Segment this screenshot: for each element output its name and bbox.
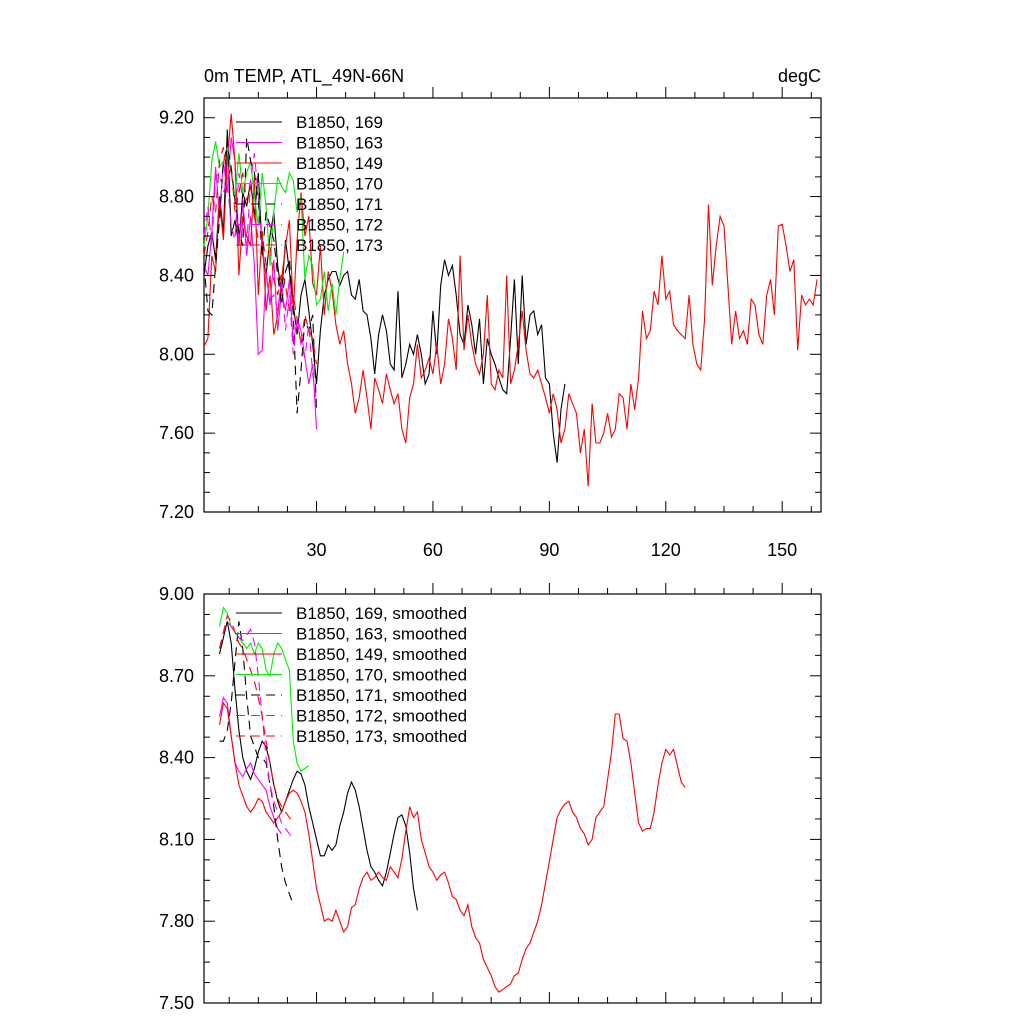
legend-label: B1850, 172, smoothed	[296, 707, 467, 726]
y-tick-label: 8.70	[159, 666, 194, 686]
x-tick-label: 60	[423, 540, 443, 560]
y-tick-label: 7.20	[159, 502, 194, 522]
series-line-3	[203, 113, 818, 487]
x-tick-label: 150	[767, 540, 797, 560]
top-panel: 7.20 7.60 8.00 8.40 8.80 9.20 30 60 90 120 150 B185…	[159, 87, 822, 560]
legend-label: B1850, 173	[296, 236, 383, 255]
bottom-panel: 7.50 7.80 8.10 8.40 8.70 9.00 B1850, 169, smoo…	[159, 583, 822, 1013]
legend-label: B1850, 170	[296, 175, 383, 194]
series-line-5	[203, 137, 318, 414]
y-tick-label: 9.20	[159, 108, 194, 128]
x-tick-label: 90	[539, 540, 559, 560]
legend-label: B1850, 170, smoothed	[296, 666, 467, 685]
y-tick-label: 8.00	[159, 344, 194, 364]
series-line-7	[203, 147, 318, 365]
series-line-7	[218, 614, 294, 824]
y-tick-label: 9.00	[159, 584, 194, 604]
legend: B1850, 169, smoothed B1850, 163, smoothed…	[236, 604, 467, 746]
x-tick-label: 30	[307, 540, 327, 560]
legend-label: B1850, 171, smoothed	[296, 686, 467, 705]
y-tick-label: 7.80	[159, 911, 194, 931]
y-tick-label: 8.40	[159, 265, 194, 285]
legend-label: B1850, 172	[296, 216, 383, 235]
legend-label: B1850, 171	[296, 195, 383, 214]
legend-label: B1850, 169, smoothed	[296, 604, 467, 623]
legend-label: B1850, 163, smoothed	[296, 625, 467, 644]
legend-label: B1850, 169	[296, 113, 383, 132]
figure-units: degC	[778, 66, 821, 86]
series-lines	[218, 606, 686, 993]
series-line-3	[218, 701, 686, 993]
y-tick-label: 8.80	[159, 187, 194, 207]
plot-frame	[203, 97, 822, 513]
x-tick-label: 120	[651, 540, 681, 560]
legend-label: B1850, 173, smoothed	[296, 727, 467, 746]
series-line-6	[218, 620, 294, 840]
series-lines	[203, 113, 818, 487]
y-tick-label: 7.60	[159, 423, 194, 443]
legend-label: B1850, 149	[296, 154, 383, 173]
legend-label: B1850, 163	[296, 134, 383, 153]
y-tick-label: 8.10	[159, 829, 194, 849]
figure-title: 0m TEMP, ATL_49N-66N	[204, 66, 404, 87]
y-tick-label: 8.40	[159, 748, 194, 768]
y-tick-label: 7.50	[159, 993, 194, 1013]
series-line-4	[203, 141, 345, 315]
series-line-5	[219, 621, 294, 905]
legend-label: B1850, 149, smoothed	[296, 645, 467, 664]
series-line-1	[203, 129, 566, 463]
